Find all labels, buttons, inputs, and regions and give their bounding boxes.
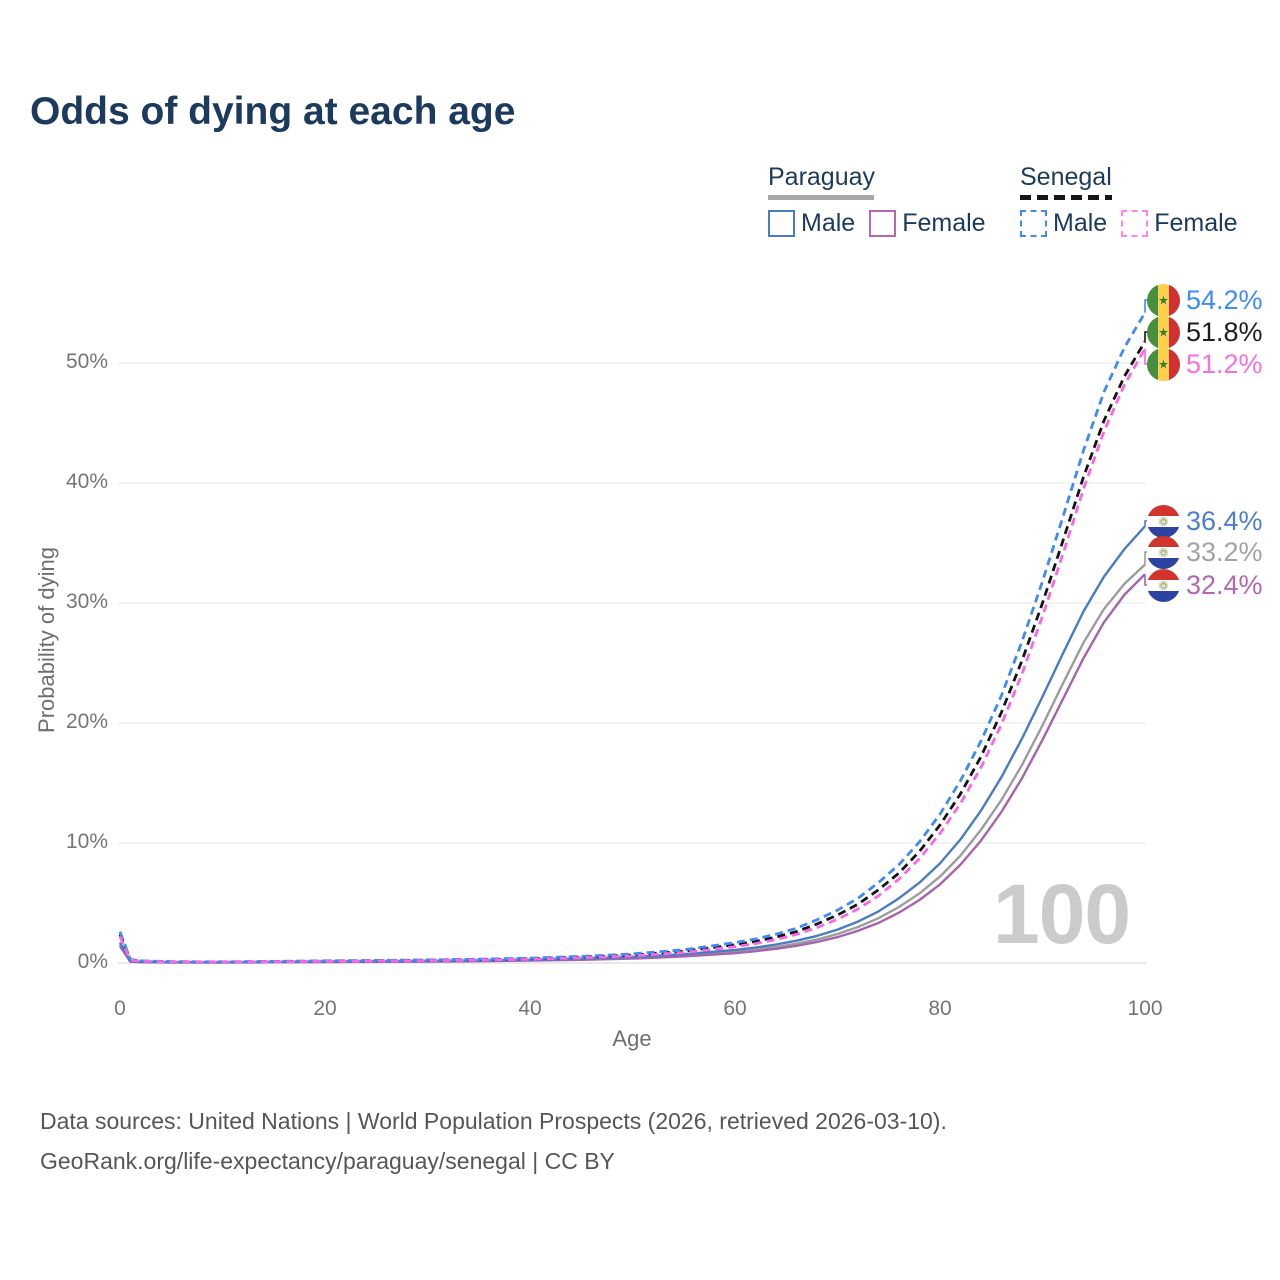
legend-group-paraguay: Paraguay Male Female xyxy=(768,163,986,238)
senegal-male-swatch-icon xyxy=(1020,210,1047,237)
legend-group-senegal: Senegal Male Female xyxy=(1020,163,1238,238)
legend-item-paraguay-female[interactable]: Female xyxy=(869,209,986,238)
x-tick-0: 0 xyxy=(114,997,126,1020)
endpoint-value: 33.2% xyxy=(1186,537,1263,567)
endpoint-label-paraguay-both: 33.2% xyxy=(1147,536,1263,569)
legend-label-paraguay-female: Female xyxy=(902,209,986,237)
paraguay-flag-icon xyxy=(1147,569,1180,602)
paraguay-flag-icon xyxy=(1147,536,1180,569)
endpoint-label-paraguay-male: 36.4% xyxy=(1147,505,1263,538)
y-axis-title: Probability of dying xyxy=(34,547,59,733)
curve-senegal-female xyxy=(118,347,1147,964)
endpoint-label-senegal-both: 51.8% xyxy=(1147,316,1263,349)
endpoint-value: 51.8% xyxy=(1186,317,1263,347)
x-tick-80: 80 xyxy=(928,997,952,1020)
y-tick-30: 30% xyxy=(65,590,108,613)
senegal-total-line-sample xyxy=(1020,195,1112,200)
legend-item-paraguay-male[interactable]: Male xyxy=(768,209,855,238)
curve-senegal-male xyxy=(118,311,1147,964)
endpoint-value: 36.4% xyxy=(1186,506,1263,536)
curve-paraguay-male xyxy=(118,525,1146,964)
paraguay-female-swatch-icon xyxy=(869,210,897,237)
curve-paraguay-both-sexes xyxy=(118,563,1146,964)
legend-items-senegal: Male Female xyxy=(1020,209,1238,238)
attribution-link-text[interactable]: GeoRank.org/life-expectancy/paraguay/sen… xyxy=(40,1148,615,1174)
legend-label-senegal-female: Female xyxy=(1154,209,1238,237)
legend-items-paraguay: Male Female xyxy=(768,209,986,238)
legend-item-senegal-female[interactable]: Female xyxy=(1121,209,1238,238)
legend-country-paraguay[interactable]: Paraguay xyxy=(768,163,986,200)
paraguay-flag-icon xyxy=(1147,505,1180,538)
paraguay-total-line-sample xyxy=(768,195,874,200)
curve-paraguay-female xyxy=(119,573,1146,964)
endpoint-label-paraguay-female: 32.4% xyxy=(1147,569,1263,602)
endpoint-label-senegal-male: 54.2% xyxy=(1147,284,1263,317)
y-tick-0: 0% xyxy=(77,950,108,973)
endpoint-value: 51.2% xyxy=(1186,349,1263,379)
endpoint-label-senegal-female: 51.2% xyxy=(1147,348,1263,381)
senegal-female-swatch-icon xyxy=(1121,210,1149,237)
legend-item-senegal-male[interactable]: Male xyxy=(1020,209,1107,238)
y-tick-50: 50% xyxy=(65,350,108,373)
legend-label-senegal-male: Male xyxy=(1053,209,1108,237)
y-tick-40: 40% xyxy=(65,470,108,493)
x-tick-100: 100 xyxy=(1127,997,1163,1020)
paraguay-male-swatch-icon xyxy=(768,210,795,237)
endpoint-value: 32.4% xyxy=(1186,570,1263,600)
page-title: Odds of dying at each age xyxy=(30,90,516,133)
x-tick-20: 20 xyxy=(313,997,337,1020)
legend-country-paraguay-label: Paraguay xyxy=(768,163,876,191)
legend-country-senegal[interactable]: Senegal xyxy=(1020,163,1238,200)
y-tick-20: 20% xyxy=(65,710,108,733)
x-axis-title: Age xyxy=(612,1026,652,1051)
age-counter-watermark: 100 xyxy=(993,867,1131,961)
x-tick-40: 40 xyxy=(518,997,542,1020)
y-tick-10: 10% xyxy=(65,830,108,853)
senegal-flag-icon xyxy=(1147,348,1180,381)
senegal-flag-icon xyxy=(1147,284,1180,317)
data-sources-text: Data sources: United Nations | World Pop… xyxy=(40,1108,947,1134)
legend-label-paraguay-male: Male xyxy=(801,209,856,237)
legend-country-senegal-label: Senegal xyxy=(1020,163,1112,191)
endpoint-value: 54.2% xyxy=(1186,285,1263,315)
curve-senegal-both-sexes xyxy=(118,340,1147,964)
x-tick-60: 60 xyxy=(723,997,747,1020)
senegal-flag-icon xyxy=(1147,316,1180,349)
